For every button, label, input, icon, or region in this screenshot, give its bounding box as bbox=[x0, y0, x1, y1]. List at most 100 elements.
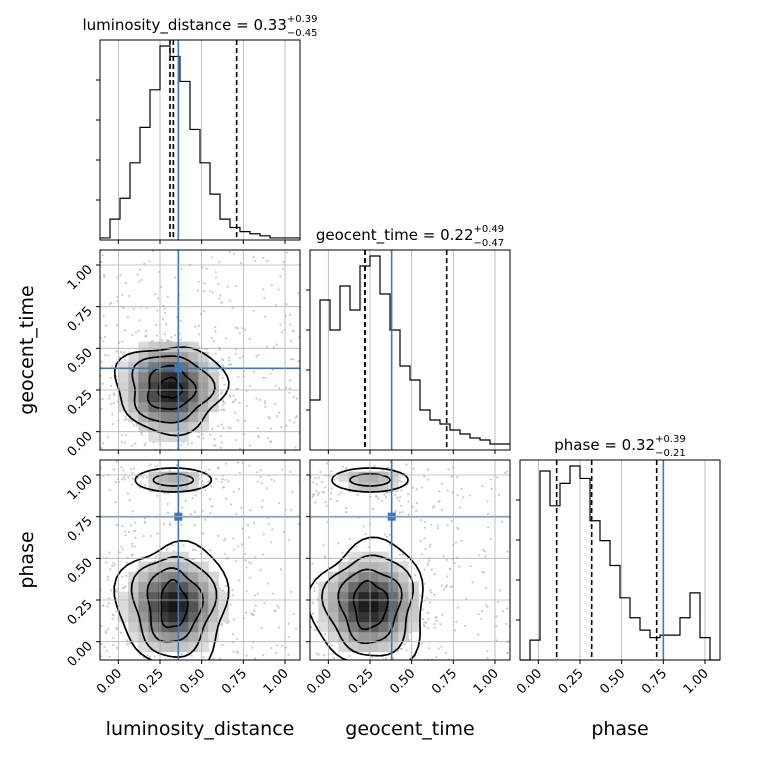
density-cell bbox=[158, 401, 169, 413]
scatter-point bbox=[191, 548, 195, 551]
scatter-point bbox=[170, 544, 173, 547]
scatter-point bbox=[420, 518, 423, 522]
density-cell bbox=[218, 601, 229, 613]
scatter-point bbox=[416, 501, 419, 505]
scatter-point bbox=[221, 376, 224, 380]
scatter-point bbox=[137, 329, 140, 332]
scatter-point bbox=[178, 661, 180, 663]
scatter-point bbox=[324, 632, 327, 636]
scatter-point bbox=[95, 390, 97, 392]
scatter-point bbox=[148, 260, 151, 263]
scatter-point bbox=[320, 480, 324, 484]
scatter-point bbox=[433, 573, 436, 576]
scatter-point bbox=[229, 427, 232, 430]
scatter-point bbox=[253, 259, 257, 262]
xlabel-geocent_time: geocent_time bbox=[345, 718, 474, 740]
scatter-point bbox=[240, 543, 243, 546]
scatter-point bbox=[112, 468, 115, 471]
density-cell bbox=[178, 431, 189, 443]
scatter-point bbox=[248, 464, 251, 467]
scatter-point bbox=[267, 437, 270, 440]
scatter-point bbox=[224, 585, 227, 588]
scatter-point bbox=[477, 554, 480, 557]
density-cell bbox=[358, 621, 369, 633]
scatter-point bbox=[289, 379, 292, 382]
scatter-point bbox=[277, 606, 280, 609]
scatter-point bbox=[249, 444, 252, 447]
scatter-point bbox=[169, 522, 172, 525]
scatter-point bbox=[370, 655, 374, 659]
scatter-point bbox=[323, 491, 326, 494]
scatter-point bbox=[121, 548, 125, 551]
scatter-point bbox=[288, 538, 291, 541]
density-cell bbox=[198, 361, 209, 373]
density-cell bbox=[358, 561, 369, 573]
scatter-point bbox=[166, 295, 169, 298]
scatter-point bbox=[270, 541, 273, 544]
scatter-point bbox=[447, 468, 450, 471]
joint-luminosity_distance-phase-ytick-label: 0.00 bbox=[65, 639, 96, 670]
scatter-point bbox=[181, 506, 184, 509]
scatter-point bbox=[325, 504, 328, 507]
scatter-point bbox=[255, 355, 258, 358]
scatter-point bbox=[277, 626, 281, 629]
scatter-point bbox=[179, 338, 182, 341]
scatter-point bbox=[145, 452, 147, 454]
density-cell bbox=[138, 611, 149, 623]
scatter-point bbox=[108, 397, 111, 400]
scatter-point bbox=[143, 444, 146, 447]
density-cell bbox=[138, 371, 149, 383]
density-cell bbox=[118, 601, 129, 613]
scatter-point bbox=[400, 489, 403, 492]
scatter-point bbox=[421, 660, 423, 662]
density-cell bbox=[188, 601, 199, 613]
scatter-point bbox=[100, 360, 103, 363]
scatter-point bbox=[134, 331, 138, 334]
scatter-point bbox=[227, 356, 231, 359]
scatter-point bbox=[454, 541, 458, 544]
scatter-point bbox=[401, 552, 404, 556]
scatter-point bbox=[411, 505, 414, 508]
scatter-point bbox=[415, 669, 417, 671]
density-cell bbox=[178, 481, 189, 493]
scatter-point bbox=[140, 482, 143, 485]
contour-level-2 bbox=[131, 355, 216, 424]
scatter-point bbox=[282, 530, 285, 534]
scatter-point bbox=[337, 493, 340, 496]
density-cell bbox=[328, 591, 339, 603]
density-cell bbox=[198, 381, 209, 393]
scatter-point bbox=[287, 635, 290, 638]
scatter-point bbox=[211, 336, 214, 339]
scatter-point bbox=[112, 643, 115, 646]
density-cell bbox=[148, 601, 159, 613]
scatter-point bbox=[385, 535, 388, 538]
density-cell bbox=[148, 591, 159, 603]
scatter-point bbox=[239, 262, 242, 265]
density-cell bbox=[368, 481, 379, 493]
density-cell bbox=[348, 561, 359, 573]
title-sup: +0.39 bbox=[655, 434, 686, 445]
scatter-point bbox=[201, 509, 204, 512]
scatter-point bbox=[386, 466, 389, 469]
density-cell bbox=[158, 381, 169, 393]
density-cell bbox=[188, 421, 199, 433]
density-cell bbox=[188, 571, 199, 583]
scatter-point bbox=[261, 654, 265, 657]
scatter-point bbox=[155, 464, 159, 468]
scatter-point bbox=[253, 657, 257, 660]
scatter-point bbox=[333, 478, 336, 481]
scatter-point bbox=[131, 510, 134, 513]
density-cell bbox=[398, 581, 409, 593]
scatter-point bbox=[202, 484, 205, 487]
scatter-point bbox=[332, 657, 335, 660]
scatter-point bbox=[98, 571, 100, 573]
scatter-point bbox=[263, 602, 266, 605]
scatter-point bbox=[104, 354, 107, 357]
scatter-point bbox=[111, 364, 114, 367]
density-cell bbox=[188, 351, 199, 363]
scatter-point bbox=[496, 476, 499, 479]
scatter-point bbox=[430, 568, 433, 571]
scatter-point bbox=[162, 522, 165, 525]
scatter-point bbox=[133, 467, 136, 470]
xlabel-luminosity_distance: luminosity_distance bbox=[106, 718, 295, 740]
